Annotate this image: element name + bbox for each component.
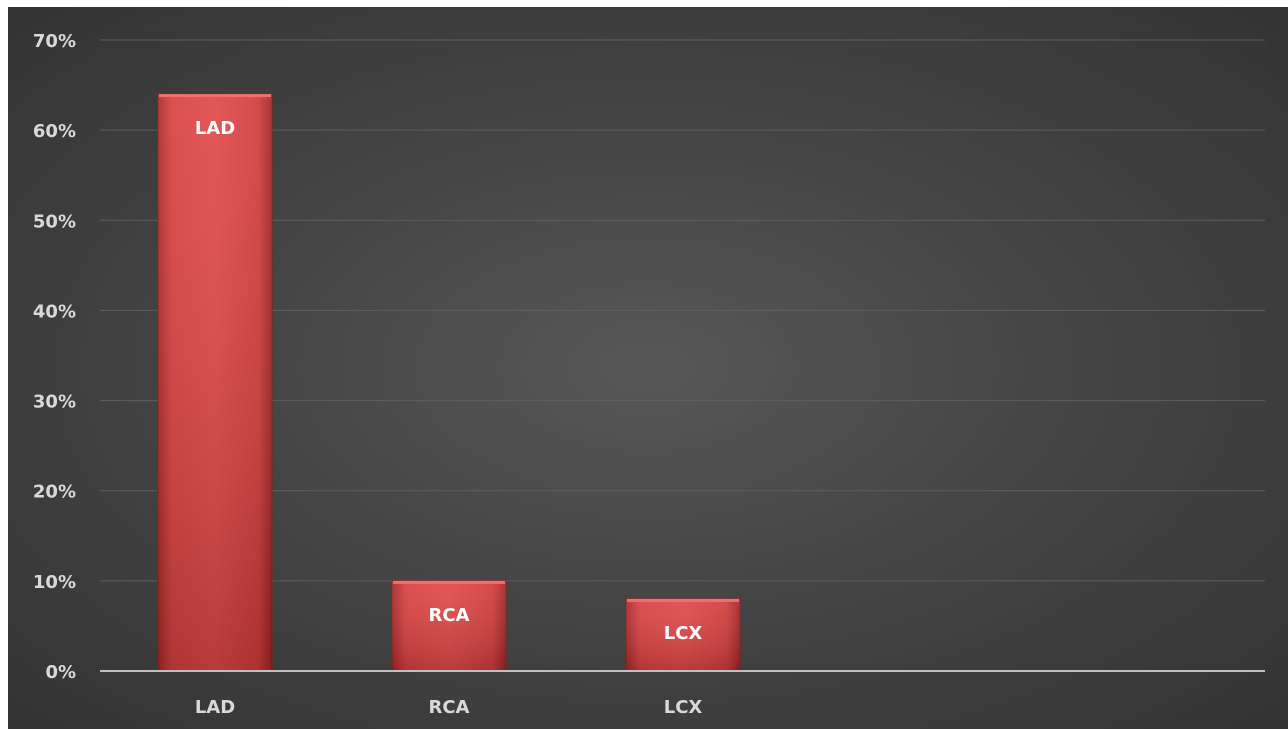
y-tick-label: 70% (33, 31, 76, 52)
x-category-label: LAD (195, 697, 235, 718)
y-tick-label: 0% (45, 662, 76, 683)
y-tick-label: 40% (33, 301, 76, 322)
data-label: RCA (428, 605, 469, 626)
bar-top-bevel (627, 598, 739, 602)
x-category-label: RCA (428, 697, 469, 718)
bar-top-bevel (393, 580, 505, 584)
y-tick-label: 10% (33, 572, 76, 593)
bar-shading (158, 94, 272, 672)
y-tick-label: 20% (33, 482, 76, 503)
data-label: LAD (195, 118, 235, 139)
bar-top-bevel (159, 94, 271, 98)
y-tick-label: 60% (33, 121, 76, 142)
y-tick-label: 30% (33, 392, 76, 413)
data-label: LCX (664, 623, 703, 644)
y-tick-label: 50% (33, 211, 76, 232)
bar-shading (392, 580, 506, 671)
bar-shading (626, 598, 740, 671)
x-category-label: LCX (664, 697, 703, 718)
